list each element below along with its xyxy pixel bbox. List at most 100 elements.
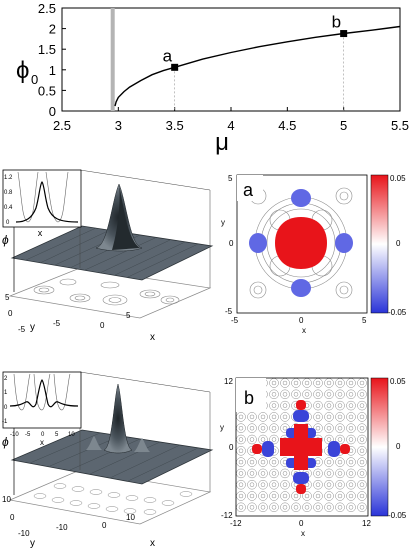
lattice-contour <box>238 414 244 420</box>
inset-b-frame <box>2 371 82 429</box>
inset-xtick: -10 <box>10 432 19 438</box>
inset-xtick: 10 <box>68 432 75 438</box>
lattice-contour <box>346 412 356 422</box>
x-tick-label: 4.5 <box>278 118 296 133</box>
lattice-contour <box>258 502 268 513</box>
lattice-contour <box>247 479 257 490</box>
map-xtick: 5 <box>362 316 367 325</box>
lattice-contour <box>271 380 277 386</box>
lattice-contour <box>346 400 356 411</box>
lattice-contour <box>291 378 301 388</box>
lattice-contour <box>304 493 310 499</box>
colorbar-tick: 0 <box>396 239 401 248</box>
lattice-contour <box>236 491 246 501</box>
lattice-contour <box>280 468 290 479</box>
lattice-contour <box>302 389 312 400</box>
lattice-contour <box>326 505 332 510</box>
lattice-contour <box>326 493 332 499</box>
map-xtick: 0 <box>299 316 304 325</box>
surface-ytick: -10 <box>18 529 30 538</box>
lattice-contour <box>324 468 334 479</box>
map-ytick: 0 <box>229 443 234 452</box>
marked-points: ab <box>163 13 348 111</box>
positive-arm <box>252 444 262 454</box>
lattice-contour <box>326 425 332 431</box>
lattice-contour <box>337 403 343 408</box>
lattice-contour <box>324 389 334 400</box>
inset-ytick: 0.4 <box>4 205 13 211</box>
lattice-contour <box>313 423 323 433</box>
lattice-contour <box>324 423 334 433</box>
lattice-contour <box>258 412 268 422</box>
lattice-contour <box>280 400 290 411</box>
lattice-contour <box>249 471 255 476</box>
lattice-contour <box>260 482 266 487</box>
y-tick-label: 0.5 <box>38 83 56 98</box>
lattice-contour <box>271 471 277 476</box>
top-y-ticks: 0 0.5 1 1.5 2 2.5 <box>38 1 66 119</box>
lattice-contour <box>291 389 301 400</box>
y-tick-label: 1.5 <box>38 42 56 57</box>
lattice-contour <box>238 425 244 431</box>
x-tick-label: 5.5 <box>391 118 409 133</box>
lattice-contour <box>260 471 266 476</box>
lattice-contour <box>348 505 354 510</box>
lattice-contour <box>293 505 299 510</box>
side-bump <box>134 438 150 452</box>
panel-b-surface: ϕ 10 0 -10 y -10 0 10 x <box>2 371 214 549</box>
inset-ytick: 0 <box>4 405 8 411</box>
inset-ytick: -1 <box>2 419 8 425</box>
lattice-contour <box>357 378 367 388</box>
surface-yaxis-label: y <box>30 322 35 333</box>
lattice-contour <box>315 392 321 397</box>
negative-lobe-right <box>335 233 353 253</box>
lattice-contour <box>346 491 356 501</box>
positive-core <box>275 217 327 269</box>
surface-plane <box>10 429 214 485</box>
surface-yaxis-label: y <box>30 538 35 549</box>
map-xtick: -12 <box>230 519 242 528</box>
lattice-contour <box>269 479 279 490</box>
lattice-contour <box>236 457 246 467</box>
lattice-contour <box>326 482 332 487</box>
lattice-contour <box>359 425 365 431</box>
lattice-contour <box>258 479 268 490</box>
lattice-contour <box>315 482 321 487</box>
lattice-contour <box>238 459 244 465</box>
lattice-contour <box>324 412 334 422</box>
positive-core <box>280 424 322 470</box>
lattice-contour <box>359 493 365 499</box>
colorbar <box>370 174 389 314</box>
negative-lobe-bottom <box>291 279 311 297</box>
lattice-contour <box>280 491 290 501</box>
lattice-contour <box>269 389 279 400</box>
lattice-contour <box>348 482 354 487</box>
lattice-contour <box>335 378 345 388</box>
lattice-contour <box>271 437 277 442</box>
point-label: b <box>332 13 341 32</box>
lattice-contour <box>335 400 345 411</box>
inset-x-label: x <box>40 438 44 447</box>
lattice-contour <box>346 434 356 445</box>
lattice-contour <box>315 403 321 408</box>
lattice-contour <box>337 505 343 510</box>
panel-label-box <box>236 378 266 412</box>
lattice-contour <box>359 437 365 442</box>
lattice-contour <box>326 437 332 442</box>
lattice-contour <box>337 493 343 499</box>
lattice-contour <box>315 425 321 431</box>
map-x-label: x <box>301 529 305 538</box>
x-tick-label: 5 <box>340 118 347 133</box>
side-bump <box>86 436 102 450</box>
lattice-contour <box>348 425 354 431</box>
lattice-contour <box>249 425 255 431</box>
lattice-contour <box>315 505 321 510</box>
map-xtick: -5 <box>231 316 239 325</box>
floor-contours <box>33 278 180 306</box>
surface-phi-label: ϕ <box>2 435 9 449</box>
lattice-contour <box>313 400 323 411</box>
lattice-contour <box>282 482 288 487</box>
lattice-contour <box>238 482 244 487</box>
lattice-contour <box>282 505 288 510</box>
